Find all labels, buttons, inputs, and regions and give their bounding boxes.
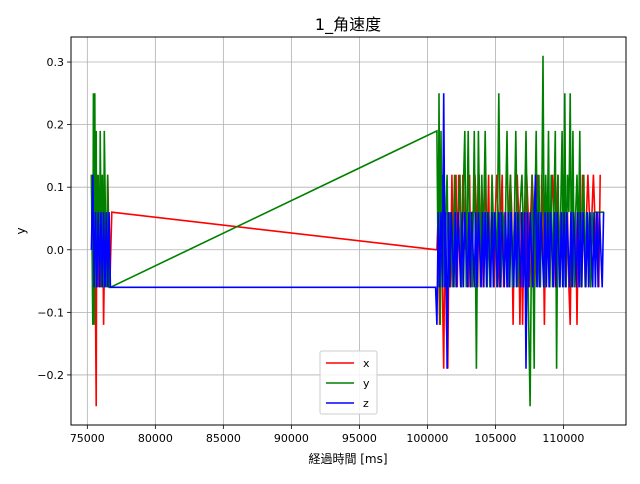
plot-area-frame bbox=[70, 36, 627, 426]
legend-label-y: y bbox=[363, 377, 370, 390]
y-axis-label: y bbox=[14, 227, 28, 234]
x-tick-label: 85000 bbox=[206, 432, 241, 445]
x-tick-label: 95000 bbox=[342, 432, 377, 445]
y-tick-label: 0.2 bbox=[47, 119, 65, 132]
y-tick-label: 0.0 bbox=[47, 244, 65, 257]
legend: xyz bbox=[319, 350, 378, 415]
y-tick-label: −0.1 bbox=[37, 306, 64, 319]
y-tick-label: 0.3 bbox=[47, 56, 65, 69]
x-tick-label: 90000 bbox=[274, 432, 309, 445]
x-tick-label: 110000 bbox=[542, 432, 584, 445]
series-line-z bbox=[90, 93, 605, 369]
legend-label-z: z bbox=[363, 397, 369, 410]
legend-label-x: x bbox=[363, 357, 370, 370]
chart-title: 1_角速度 bbox=[315, 15, 381, 35]
x-tick-label: 80000 bbox=[138, 432, 173, 445]
x-axis-label: 経過時間 [ms] bbox=[308, 452, 387, 466]
tick-layer: 75000 80000 85000 90000 95000 100000 105000 110… bbox=[37, 56, 584, 445]
x-tick-label: 100000 bbox=[406, 432, 448, 445]
y-tick-label: −0.2 bbox=[37, 369, 64, 382]
x-tick-label: 105000 bbox=[474, 432, 516, 445]
y-tick-label: 0.1 bbox=[47, 181, 65, 194]
series-layer bbox=[90, 55, 605, 407]
x-tick-label: 75000 bbox=[70, 432, 105, 445]
